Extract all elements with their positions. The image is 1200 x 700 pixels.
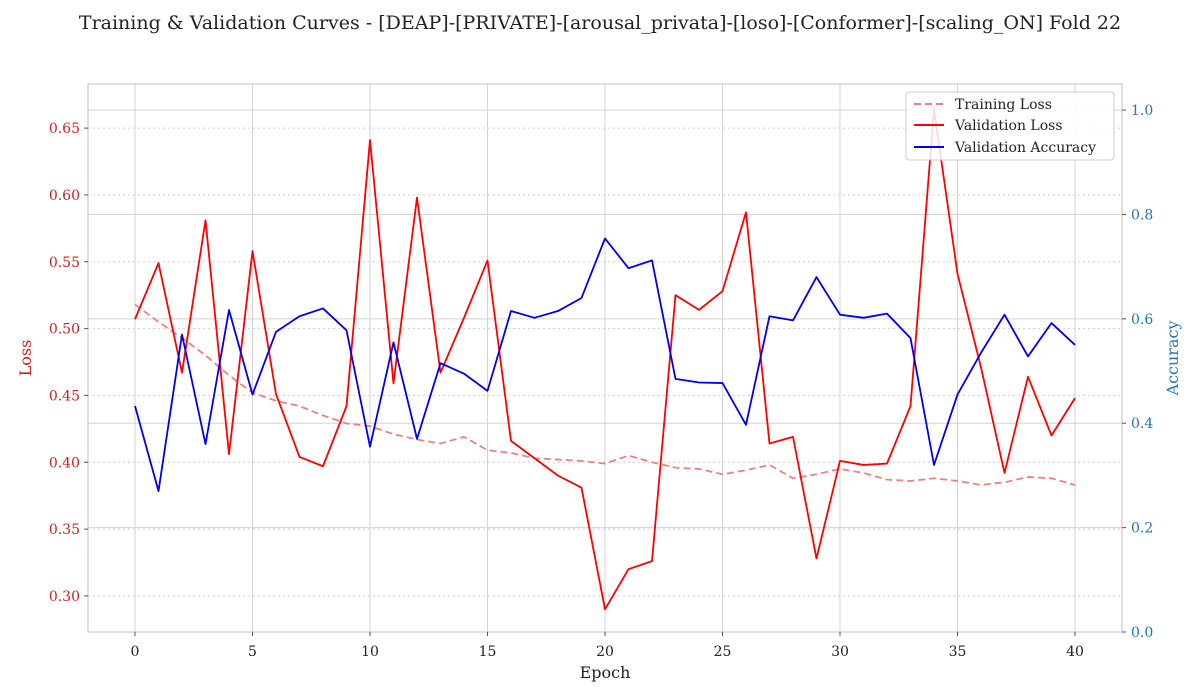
- x-tick-label: 40: [1066, 644, 1084, 660]
- series-line-validation-loss: [134, 108, 1076, 611]
- y-right-tick-label: 0.6: [1131, 312, 1153, 328]
- x-tick-label: 0: [131, 644, 140, 660]
- legend-label-validation-loss: Validation Loss: [954, 118, 1063, 134]
- x-tick-label: 30: [831, 644, 849, 660]
- series-line-training-loss: [134, 303, 1076, 486]
- x-tick-label: 20: [596, 644, 614, 660]
- y-left-tick-label: 0.30: [49, 589, 80, 605]
- x-tick-label: 15: [479, 644, 497, 660]
- grid: [88, 84, 1122, 633]
- y-left-tick-label: 0.55: [49, 255, 80, 271]
- y-left-tick-label: 0.35: [49, 522, 80, 538]
- series-line-validation-accuracy: [134, 237, 1076, 492]
- y-left-tick-label: 0.60: [49, 188, 80, 204]
- y-right-tick-label: 0.2: [1131, 521, 1153, 537]
- legend-box: [905, 91, 1115, 161]
- y-right-tick-label: 0.0: [1131, 625, 1153, 641]
- y-right-axis-ticks: 0.0 0.2 0.4 0.6 0.8 1.0: [1122, 103, 1153, 641]
- legend: Training Loss Validation Loss Validation…: [905, 91, 1115, 161]
- x-axis-ticks: 0 5 10 15 20 25 30 35 40: [131, 632, 1084, 660]
- x-tick-label: 35: [949, 644, 967, 660]
- x-axis-label: Epoch: [580, 663, 631, 682]
- y-right-tick-label: 1.0: [1131, 103, 1153, 119]
- chart-title: Training & Validation Curves - [DEAP]-[P…: [79, 12, 1121, 34]
- legend-label-training-loss: Training Loss: [955, 97, 1052, 113]
- y-right-tick-label: 0.4: [1131, 416, 1153, 432]
- y-left-tick-label: 0.45: [49, 388, 80, 404]
- y-left-axis-ticks: 0.30 0.35 0.40 0.45 0.50 0.55 0.60 0.65: [49, 121, 88, 605]
- y-right-axis-label: Accuracy: [1163, 321, 1182, 397]
- y-left-tick-label: 0.50: [49, 322, 80, 338]
- y-left-tick-label: 0.65: [49, 121, 80, 137]
- x-tick-label: 5: [248, 644, 257, 660]
- x-tick-label: 25: [714, 644, 732, 660]
- x-tick-label: 10: [361, 644, 379, 660]
- y-right-tick-label: 0.8: [1131, 207, 1153, 223]
- series-layer: [134, 108, 1076, 611]
- legend-label-validation-accuracy: Validation Accuracy: [954, 140, 1096, 156]
- y-left-tick-label: 0.40: [49, 455, 80, 471]
- y-left-axis-label: Loss: [16, 340, 35, 377]
